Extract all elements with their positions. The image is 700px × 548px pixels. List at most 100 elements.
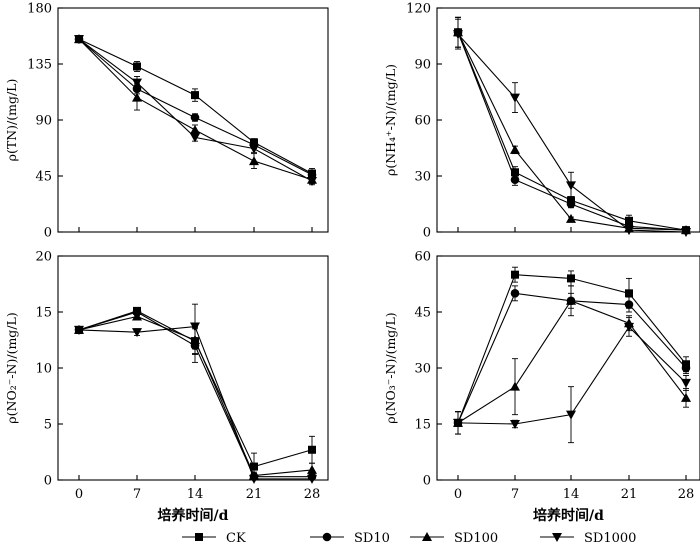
y-axis-label: ρ(NO₂⁻-N)/(mg/L) — [4, 312, 19, 423]
data-point — [249, 156, 259, 166]
series-line — [457, 292, 687, 424]
x-tick-label: 14 — [563, 487, 580, 502]
data-point — [510, 175, 520, 185]
y-tick-label: 20 — [35, 250, 52, 265]
legend-item-sd1000: SD1000 — [540, 531, 636, 546]
data-point — [681, 378, 691, 388]
series-ck — [75, 306, 316, 481]
data-point — [567, 274, 575, 283]
y-axis-label: ρ(NH₄⁺-N)/(mg/L) — [383, 64, 398, 176]
data-point — [681, 228, 691, 237]
panel-no2: 0 5 10 15 20 0 7 14 21 28 ρ(NO₂⁻-N)/(mg/L) 培养时间/d — [4, 250, 329, 524]
data-point — [132, 328, 142, 338]
y-tick-label: 45 — [35, 170, 52, 185]
data-point — [624, 322, 634, 332]
data-point — [625, 216, 633, 225]
legend-label: CK — [226, 531, 246, 546]
y-tick-label: 0 — [423, 474, 431, 489]
legend: CK SD10 SD100 SD1000 — [182, 531, 636, 546]
panel-tn: 0 45 90 135 180 ρ(TN)/(mg/L) — [4, 2, 329, 241]
series-sd10 — [74, 307, 317, 481]
data-point — [681, 392, 691, 402]
data-point — [74, 325, 84, 335]
y-axis-label: ρ(NO₃⁻-N)/(mg/L) — [383, 312, 398, 423]
plot-frame — [57, 255, 329, 481]
data-point — [190, 113, 200, 122]
y-tick-label: 15 — [35, 306, 52, 321]
data-point — [307, 176, 317, 186]
y-tick-label: 0 — [44, 226, 52, 241]
data-point — [453, 418, 463, 428]
y-tick-label: 45 — [414, 306, 431, 321]
legend-label: SD1000 — [584, 531, 636, 546]
x-tick-label: 7 — [133, 487, 141, 502]
data-point — [453, 30, 463, 40]
data-point — [190, 322, 200, 332]
y-tick-label: 30 — [414, 170, 431, 185]
x-axis-label: 培养时间/d — [158, 507, 229, 524]
series-sd100 — [74, 34, 317, 184]
data-point — [625, 289, 633, 298]
legend-label: SD100 — [454, 531, 498, 546]
y-tick-label: 90 — [414, 58, 431, 73]
series-ck — [75, 35, 316, 179]
x-tick-label: 21 — [621, 487, 638, 502]
x-tick-label: 21 — [246, 487, 263, 502]
data-point — [132, 92, 142, 102]
data-point — [190, 124, 200, 134]
data-point — [566, 213, 576, 223]
data-point — [191, 91, 199, 100]
data-point — [132, 78, 142, 88]
y-tick-label: 0 — [423, 226, 431, 241]
data-point — [510, 93, 520, 103]
series-line — [78, 38, 313, 182]
data-point — [510, 289, 520, 298]
y-tick-label: 90 — [35, 114, 52, 129]
panel-nh4: 0 30 60 90 120 ρ(NH₄⁺-N)/(mg/L) — [383, 2, 700, 241]
panel-no3: 0 15 30 45 60 0 7 14 21 28 ρ(NO₃⁻-N)/(mg/L) 培养时间/d — [383, 250, 700, 524]
x-tick-label: 0 — [75, 487, 83, 502]
x-axis-label: 培养时间/d — [533, 507, 604, 524]
data-point — [566, 181, 576, 191]
series-line — [457, 300, 687, 424]
plot-frame — [436, 255, 700, 481]
x-tick-label: 7 — [511, 487, 519, 502]
y-tick-label: 60 — [414, 250, 431, 265]
legend-label: SD10 — [354, 531, 390, 546]
legend-marker — [552, 533, 562, 542]
y-tick-label: 15 — [414, 418, 431, 433]
legend-item-sd100: SD100 — [410, 531, 498, 546]
data-point — [249, 144, 259, 154]
x-tick-label: 28 — [304, 487, 321, 502]
legend-marker — [322, 532, 332, 542]
legend-item-ck: CK — [182, 531, 246, 546]
data-point — [511, 270, 519, 279]
series-line — [78, 38, 313, 174]
series-sd1000 — [74, 303, 317, 484]
data-point — [681, 363, 691, 373]
data-point — [510, 144, 520, 154]
y-tick-label: 180 — [27, 2, 52, 17]
series-sd10 — [453, 16, 691, 235]
data-point — [307, 464, 317, 474]
data-point — [510, 381, 520, 391]
y-tick-label: 60 — [414, 114, 431, 129]
y-axis-label: ρ(TN)/(mg/L) — [4, 79, 19, 162]
data-point — [510, 420, 520, 429]
series-sd1000 — [74, 35, 317, 186]
data-point — [250, 462, 258, 471]
data-point — [133, 62, 141, 71]
data-point — [249, 474, 259, 484]
data-point — [74, 35, 84, 45]
series-line — [457, 326, 687, 425]
data-point — [308, 445, 316, 454]
series-sd10 — [74, 34, 317, 180]
y-tick-label: 135 — [27, 58, 52, 73]
y-tick-label: 120 — [406, 2, 431, 17]
series-sd1000 — [453, 18, 691, 237]
series-sd100 — [74, 311, 317, 480]
data-point — [566, 410, 576, 420]
data-point — [566, 199, 576, 209]
x-tick-label: 0 — [454, 487, 462, 502]
